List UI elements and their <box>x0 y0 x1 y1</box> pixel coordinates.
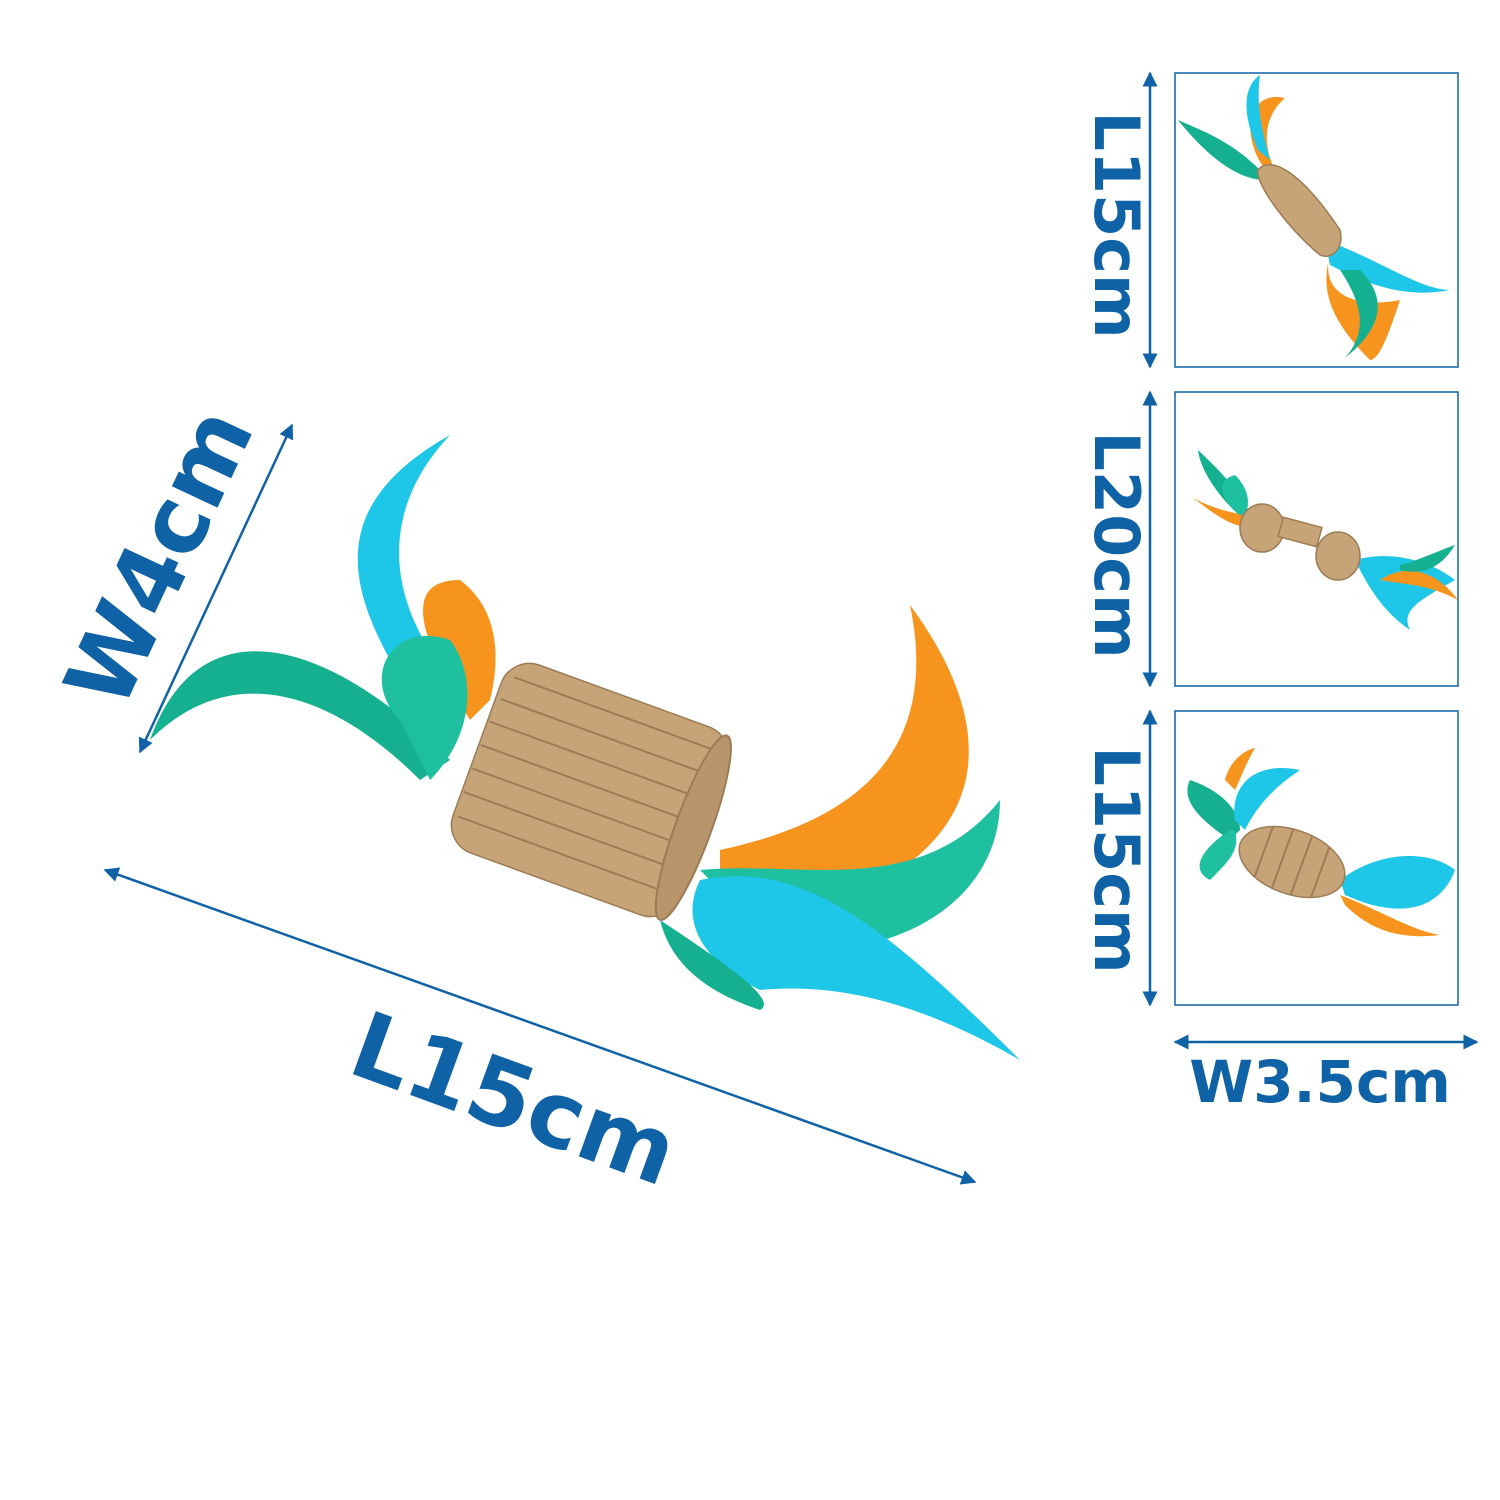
variant-length-label: L15cm <box>1080 111 1153 338</box>
variant-width-label: W3.5cm <box>1189 1048 1451 1116</box>
variant-length-label: L15cm <box>1080 746 1153 973</box>
variant-toy <box>1178 75 1450 360</box>
variant-toy <box>1190 450 1458 630</box>
width-arrow <box>138 423 294 754</box>
main-toy <box>150 435 1020 1060</box>
length-arrow <box>103 867 977 1185</box>
variant-toy <box>1187 748 1455 937</box>
variant-length-label: L20cm <box>1080 431 1153 658</box>
length-label: L15cm <box>337 991 690 1207</box>
